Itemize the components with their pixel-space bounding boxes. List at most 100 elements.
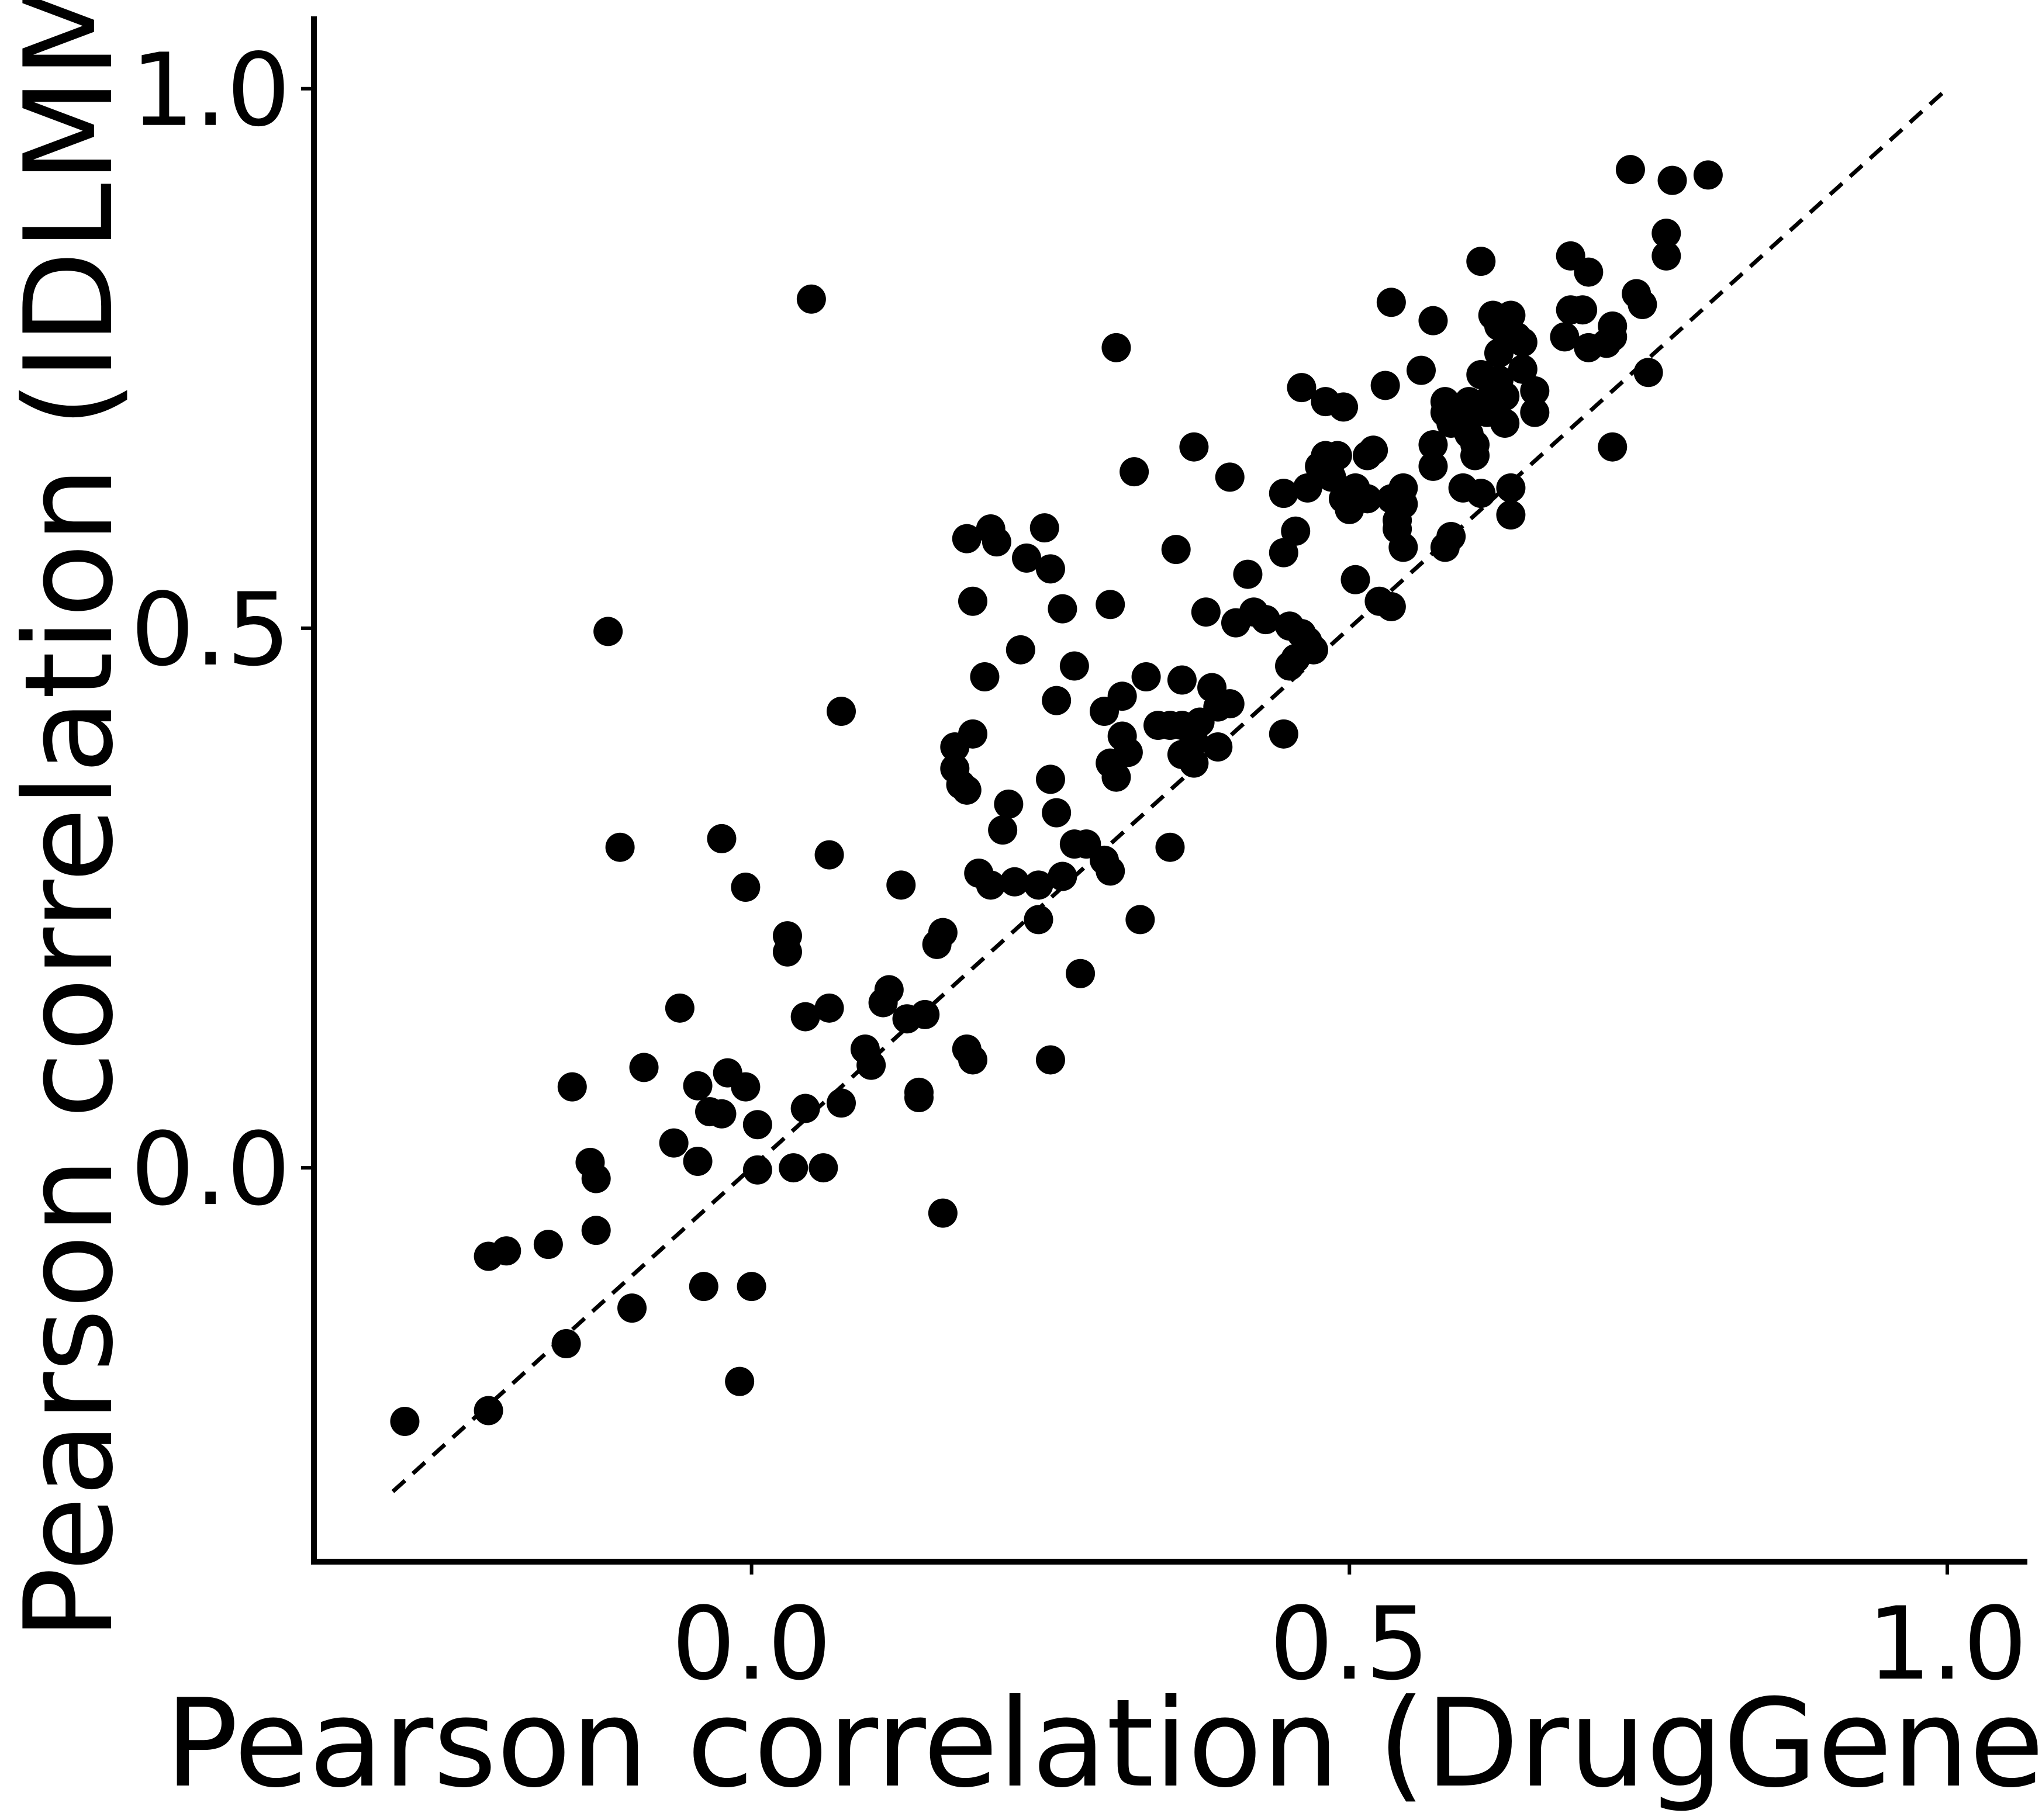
reference-line-layer xyxy=(391,87,1949,1493)
data-point xyxy=(1298,635,1328,665)
data-point xyxy=(1520,376,1550,406)
data-point xyxy=(1203,732,1233,762)
data-point xyxy=(1574,257,1604,287)
data-point xyxy=(1101,762,1131,792)
data-point xyxy=(1269,538,1298,568)
axes xyxy=(311,16,2027,1565)
data-point xyxy=(1024,870,1053,900)
data-point xyxy=(928,918,958,947)
data-point xyxy=(1048,594,1077,624)
identity-reference-line xyxy=(391,87,1949,1493)
data-point xyxy=(796,284,826,314)
data-point xyxy=(814,840,844,870)
data-point xyxy=(1568,295,1598,325)
data-point xyxy=(827,697,856,726)
data-point xyxy=(1059,651,1089,681)
data-point xyxy=(958,586,987,616)
data-point xyxy=(827,1088,856,1118)
data-point xyxy=(1418,451,1448,481)
data-point xyxy=(581,1164,611,1193)
data-point xyxy=(1466,479,1496,508)
data-point xyxy=(1657,165,1687,195)
data-point xyxy=(1113,738,1143,767)
data-point xyxy=(1024,905,1053,935)
data-point xyxy=(790,1094,820,1123)
data-point xyxy=(629,1053,659,1082)
data-point xyxy=(1466,247,1496,276)
data-point xyxy=(1550,322,1580,352)
data-point xyxy=(1418,306,1448,335)
data-point xyxy=(1125,905,1155,935)
data-point xyxy=(988,815,1018,845)
data-point xyxy=(1388,532,1418,562)
y-tick-label: 1.0 xyxy=(130,32,291,149)
data-point xyxy=(1651,241,1681,271)
data-point xyxy=(1508,354,1537,384)
data-point xyxy=(731,873,761,902)
data-point xyxy=(581,1216,611,1245)
x-tick-label: 0.5 xyxy=(1270,1585,1430,1703)
data-point xyxy=(1490,381,1520,411)
data-point xyxy=(1490,409,1520,438)
data-point xyxy=(904,1077,934,1107)
data-point xyxy=(1048,861,1077,891)
data-point xyxy=(742,1155,772,1185)
data-point xyxy=(1179,432,1209,462)
data-point xyxy=(1131,662,1161,691)
ticks-layer: 0.0 0.5 1.0 0.0 0.5 1.0 xyxy=(130,32,2027,1703)
data-point xyxy=(707,1099,737,1129)
data-point xyxy=(1418,430,1448,460)
y-tick-label: 0.0 xyxy=(130,1110,291,1228)
data-point xyxy=(814,993,844,1023)
x-tick-label: 1.0 xyxy=(1867,1585,2027,1703)
data-point xyxy=(772,937,802,967)
data-point xyxy=(683,1146,713,1176)
data-point xyxy=(737,1272,766,1302)
data-point xyxy=(1042,798,1072,828)
data-point xyxy=(1251,605,1281,635)
data-point xyxy=(474,1396,503,1425)
data-point xyxy=(605,832,635,862)
data-point xyxy=(617,1293,647,1323)
data-point xyxy=(1376,591,1406,621)
data-point xyxy=(1359,435,1388,465)
data-point xyxy=(910,999,940,1029)
data-point xyxy=(790,1002,820,1032)
data-point xyxy=(1628,289,1657,319)
data-point xyxy=(1096,856,1125,886)
data-point xyxy=(1215,689,1245,719)
data-point xyxy=(1352,484,1382,514)
data-point xyxy=(856,1050,886,1080)
data-point xyxy=(970,662,1000,691)
data-point xyxy=(1633,358,1663,387)
data-point xyxy=(1035,1045,1065,1075)
data-point xyxy=(593,617,623,646)
data-point xyxy=(742,1110,772,1140)
data-point xyxy=(874,975,904,1005)
data-point xyxy=(1269,479,1298,508)
data-point xyxy=(1096,590,1125,620)
data-point xyxy=(1329,392,1359,422)
data-point xyxy=(659,1128,689,1158)
data-point xyxy=(1615,155,1645,185)
data-point xyxy=(1496,500,1526,530)
y-tick-label: 0.5 xyxy=(130,571,291,688)
data-point xyxy=(1066,959,1096,988)
data-point xyxy=(1508,327,1537,357)
data-point xyxy=(886,870,916,900)
data-point xyxy=(1042,686,1072,715)
x-tick-label: 0.0 xyxy=(672,1585,832,1703)
data-point xyxy=(1407,355,1436,385)
data-point xyxy=(551,1329,581,1359)
data-point xyxy=(1215,462,1245,492)
data-point xyxy=(958,1045,987,1075)
data-point xyxy=(1388,489,1418,519)
data-point xyxy=(1598,322,1628,352)
data-point xyxy=(952,775,982,805)
data-point xyxy=(1000,867,1029,897)
data-point xyxy=(779,1153,808,1183)
data-point xyxy=(982,527,1011,557)
data-point xyxy=(958,719,987,749)
data-point xyxy=(390,1406,420,1436)
data-point xyxy=(1269,719,1298,749)
